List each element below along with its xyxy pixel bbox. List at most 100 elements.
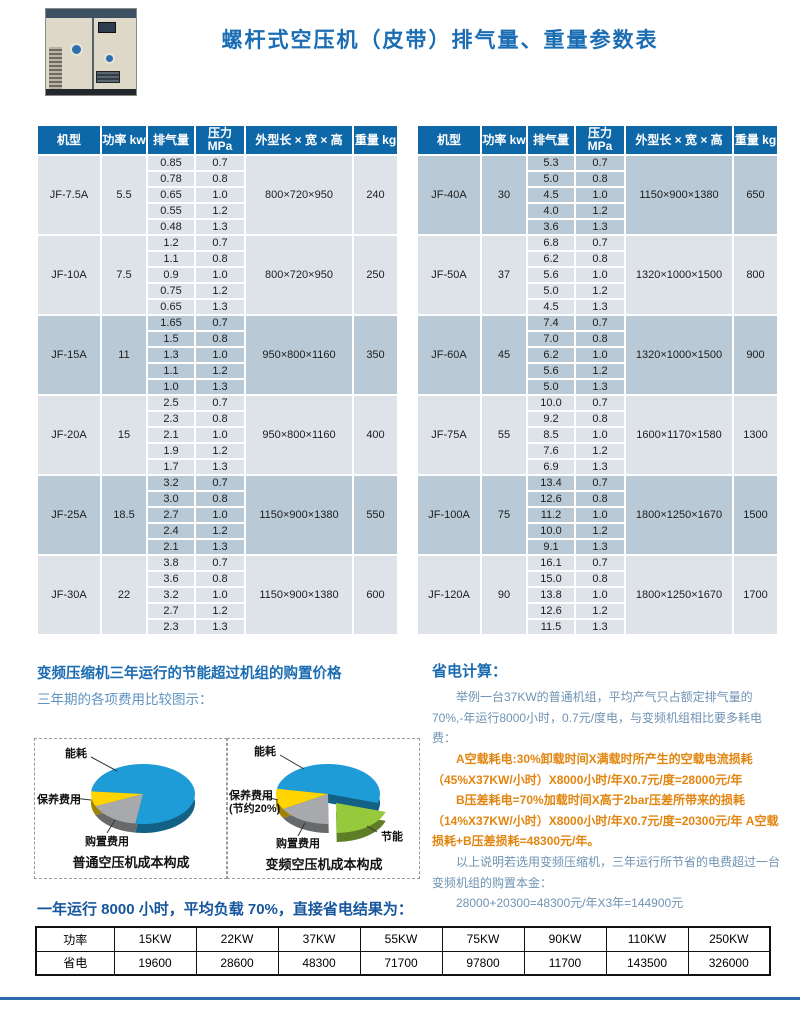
pressure-cell: 1.2 xyxy=(576,604,624,619)
dims-cell: 1320×1000×1500 xyxy=(626,316,732,395)
pie-label-energy-2: 能耗 xyxy=(254,744,276,758)
flow-cell: 10.0 xyxy=(528,396,574,411)
pressure-cell: 0.7 xyxy=(196,156,244,171)
flow-cell: 1.0 xyxy=(148,380,194,395)
flow-cell: 11.2 xyxy=(528,508,574,523)
power-col-cell: 110KW xyxy=(605,926,689,952)
pressure-cell: 1.3 xyxy=(196,300,244,315)
pie-slice xyxy=(276,788,328,809)
pressure-cell: 1.2 xyxy=(196,364,244,379)
pressure-cell: 0.8 xyxy=(576,332,624,347)
flow-cell: 8.5 xyxy=(528,428,574,443)
saving-paragraph-3: B压差耗电=70%加载时间X高于2bar压差所带来的损耗（14%X37KW/小时… xyxy=(432,793,779,849)
power-col-cell: 250KW xyxy=(687,926,771,952)
weight-cell: 600 xyxy=(354,556,397,635)
flow-cell: 6.2 xyxy=(528,348,574,363)
model-cell: JF-100A xyxy=(418,476,480,555)
pie-slice xyxy=(95,794,143,824)
weight-cell: 240 xyxy=(354,156,397,235)
flow-cell: 4.0 xyxy=(528,204,574,219)
flow-cell: 6.9 xyxy=(528,460,574,475)
compare-heading: 变频压缩机三年运行的节能超过机组的购置价格 xyxy=(37,666,342,682)
pressure-cell: 1.0 xyxy=(576,588,624,603)
flow-cell: 9.2 xyxy=(528,412,574,427)
flow-cell: 1.9 xyxy=(148,444,194,459)
table-row: 省电 19600 28600 48300 71700 97800 11700 143500 32… xyxy=(35,950,771,976)
model-cell: JF-30A xyxy=(38,556,100,635)
pressure-cell: 0.8 xyxy=(196,172,244,187)
spec-table-right: 机型 功率 kw 排气量 压力 MPa 外型长 × 宽 × 高重量 kg JF-40A 30… xyxy=(416,124,779,637)
flow-cell: 0.65 xyxy=(148,188,194,203)
model-cell: JF-10A xyxy=(38,236,100,315)
dims-cell: 800×720×950 xyxy=(246,156,352,235)
flow-cell: 1.1 xyxy=(148,364,194,379)
compressor-vents xyxy=(49,47,62,89)
saving-paragraph-5: 28000+20300=48300元/年X3年=144900元 xyxy=(456,896,684,911)
saving-value-cell: 97800 xyxy=(441,950,525,976)
pie-caption-ordinary: 普通空压机成本构成 xyxy=(72,855,189,870)
compressor-base xyxy=(46,89,136,95)
saving-calc-heading: 省电计算： xyxy=(432,663,508,680)
dims-cell: 800×720×950 xyxy=(246,236,352,315)
savings-result-table: 功率 15KW 22KW 37KW 55KW 75KW 90KW 110KW 250KW 省电 19… xyxy=(35,926,771,976)
pressure-cell: 1.3 xyxy=(576,620,624,635)
weight-cell: 1700 xyxy=(734,556,777,635)
flow-cell: 3.2 xyxy=(148,588,194,603)
leader-line-maintenance xyxy=(72,797,92,801)
pressure-cell: 0.8 xyxy=(196,492,244,507)
pressure-cell: 0.8 xyxy=(196,252,244,267)
column-header: 重量 kg xyxy=(734,126,777,155)
pressure-cell: 0.7 xyxy=(196,316,244,331)
flow-cell: 2.5 xyxy=(148,396,194,411)
flow-cell: 4.5 xyxy=(528,188,574,203)
pressure-cell: 1.0 xyxy=(576,268,624,283)
dims-cell: 1150×900×1380 xyxy=(626,156,732,235)
bottom-title: 一年运行 8000 小时，平均负载 70%，直接省电结果为： xyxy=(37,901,413,918)
pie-label-purchase-2: 购置费用 xyxy=(276,836,320,850)
weight-cell: 650 xyxy=(734,156,777,235)
flow-cell: 3.6 xyxy=(148,572,194,587)
dims-cell: 1800×1250×1670 xyxy=(626,476,732,555)
leader-line-maintenance-2 xyxy=(261,795,279,801)
column-header: 机型 xyxy=(38,126,100,155)
power-col-cell: 75KW xyxy=(441,926,525,952)
model-cell: JF-15A xyxy=(38,316,100,395)
column-header: 功率 kw xyxy=(102,126,146,155)
pressure-cell: 1.3 xyxy=(196,220,244,235)
pressure-cell: 0.8 xyxy=(196,332,244,347)
pie-slice xyxy=(276,763,381,803)
model-cell: JF-20A xyxy=(38,396,100,475)
row-header-cell: 功率 xyxy=(35,926,115,952)
pressure-cell: 1.0 xyxy=(196,428,244,443)
power-cell: 45 xyxy=(482,316,526,395)
pressure-cell: 1.3 xyxy=(576,300,624,315)
pressure-cell: 0.8 xyxy=(576,252,624,267)
saving-value-cell: 326000 xyxy=(687,950,771,976)
pressure-cell: 1.0 xyxy=(196,268,244,283)
dims-cell: 950×800×1160 xyxy=(246,316,352,395)
column-header: 压力 MPa xyxy=(196,126,244,155)
column-header: 压力 MPa xyxy=(576,126,624,155)
pressure-cell: 0.7 xyxy=(576,556,624,571)
column-header: 外型长 × 宽 × 高 xyxy=(246,126,352,155)
spec-table-left: 机型 功率 kw 排气量 压力 MPa 外型长 × 宽 × 高重量 kg JF-7.5A 5… xyxy=(36,124,399,637)
flow-cell: 11.5 xyxy=(528,620,574,635)
model-cell: JF-120A xyxy=(418,556,480,635)
pressure-cell: 1.0 xyxy=(196,588,244,603)
power-cell: 30 xyxy=(482,156,526,235)
flow-cell: 1.3 xyxy=(148,348,194,363)
pressure-cell: 1.3 xyxy=(576,540,624,555)
column-header: 排气量 xyxy=(148,126,194,155)
flow-cell: 2.3 xyxy=(148,412,194,427)
pie-label-maintenance: 保养费用 xyxy=(36,792,81,806)
pressure-cell: 0.7 xyxy=(196,476,244,491)
dims-cell: 950×800×1160 xyxy=(246,396,352,475)
flow-cell: 3.0 xyxy=(148,492,194,507)
pie-slice xyxy=(282,794,329,825)
dims-cell: 1150×900×1380 xyxy=(246,476,352,555)
pressure-cell: 1.3 xyxy=(196,460,244,475)
flow-cell: 3.8 xyxy=(148,556,194,571)
compressor-grille xyxy=(96,71,120,83)
pressure-cell: 0.8 xyxy=(576,412,624,427)
compare-subheading: 三年期的各项费用比较图示： xyxy=(37,692,213,707)
